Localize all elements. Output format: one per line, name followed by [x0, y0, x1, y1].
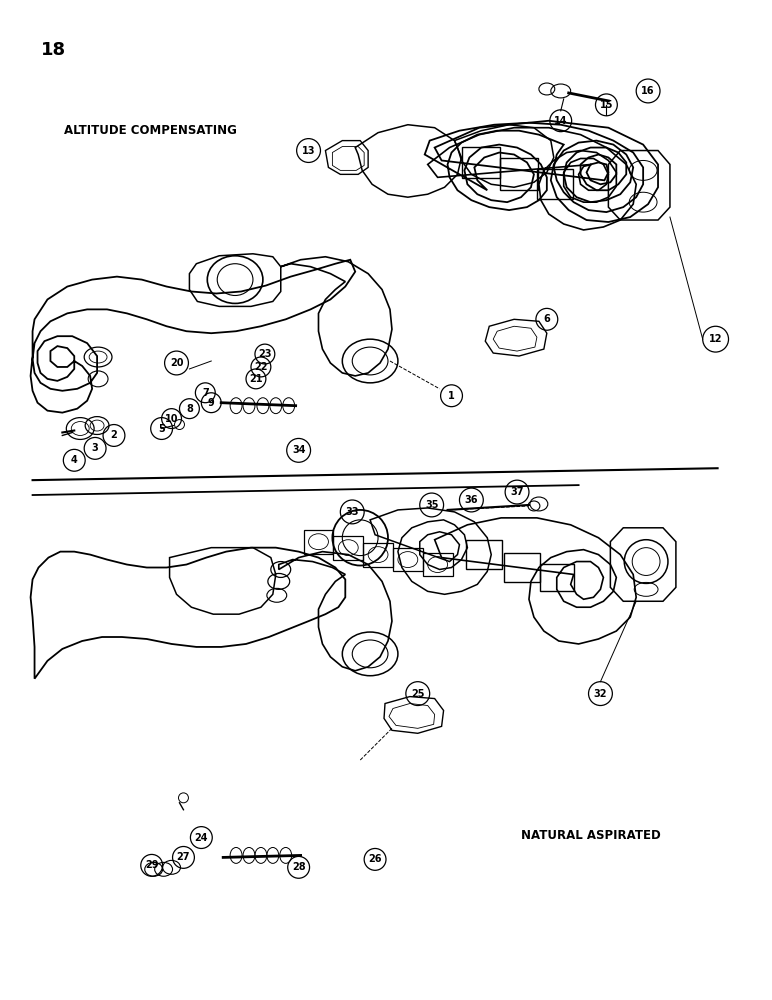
Text: 24: 24 — [195, 833, 208, 843]
Text: 36: 36 — [465, 495, 478, 505]
Text: ALTITUDE COMPENSATING: ALTITUDE COMPENSATING — [64, 124, 237, 137]
Text: NATURAL ASPIRATED: NATURAL ASPIRATED — [521, 829, 661, 842]
Text: 13: 13 — [302, 146, 315, 156]
Text: 32: 32 — [594, 689, 608, 699]
Text: 7: 7 — [202, 388, 208, 398]
Text: 25: 25 — [411, 689, 425, 699]
Text: 18: 18 — [40, 41, 66, 59]
Text: 9: 9 — [208, 398, 215, 408]
Text: 14: 14 — [554, 116, 567, 126]
Text: 15: 15 — [600, 100, 613, 110]
Text: 33: 33 — [346, 507, 359, 517]
Text: 2: 2 — [110, 430, 117, 440]
Text: 22: 22 — [254, 362, 268, 372]
Text: 8: 8 — [186, 404, 193, 414]
Text: 35: 35 — [425, 500, 438, 510]
Text: 21: 21 — [249, 374, 262, 384]
Text: 5: 5 — [158, 424, 165, 434]
Text: 29: 29 — [145, 860, 158, 870]
Text: 23: 23 — [258, 349, 272, 359]
Text: 26: 26 — [368, 854, 382, 864]
Text: 1: 1 — [449, 391, 455, 401]
Text: 34: 34 — [292, 445, 306, 455]
Text: 16: 16 — [642, 86, 655, 96]
Text: 20: 20 — [170, 358, 183, 368]
Text: 6: 6 — [543, 314, 550, 324]
Text: 28: 28 — [292, 862, 306, 872]
Text: 12: 12 — [709, 334, 723, 344]
Text: 10: 10 — [164, 414, 178, 424]
Text: 4: 4 — [71, 455, 78, 465]
Text: 37: 37 — [510, 487, 523, 497]
Text: 3: 3 — [92, 443, 99, 453]
Text: 27: 27 — [177, 852, 190, 862]
